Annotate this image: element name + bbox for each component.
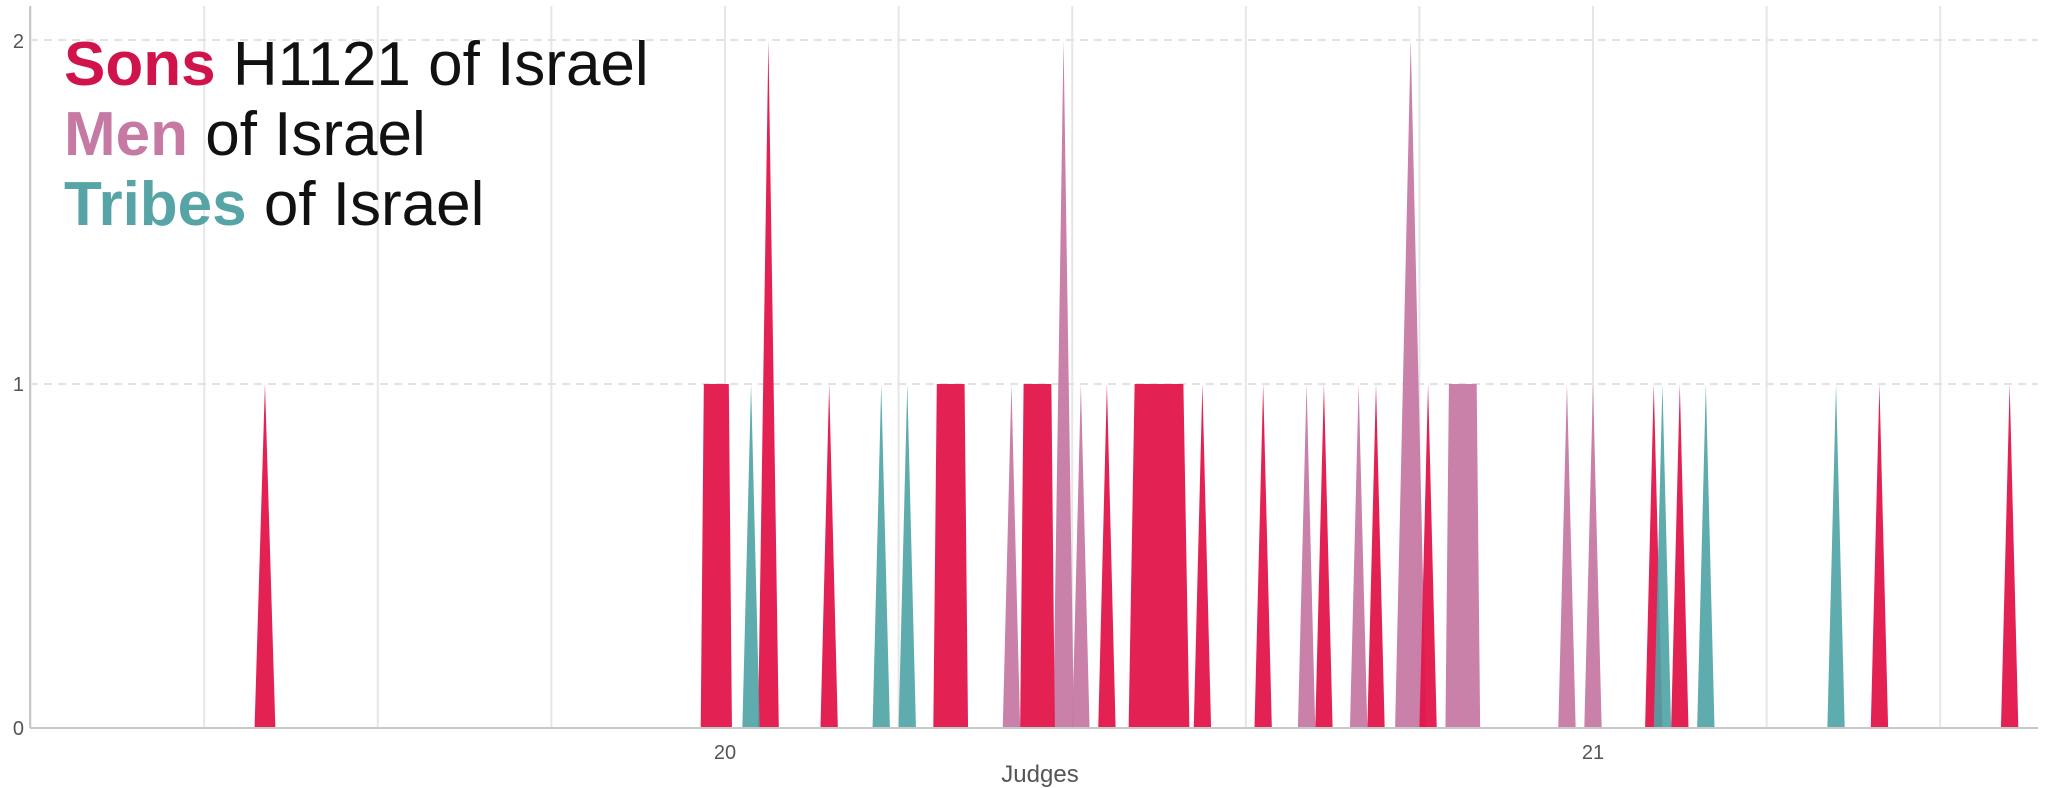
spike-sons-16 [2000, 384, 2019, 728]
spike-tribes-2 [898, 384, 916, 728]
spike-sons-7 [1128, 384, 1190, 728]
legend-text-men: of Israel [188, 100, 426, 169]
series-tribes [742, 384, 1845, 728]
spike-men-6 [1445, 384, 1481, 728]
spike-sons-3 [820, 384, 838, 728]
spike-sons-15 [1870, 384, 1889, 728]
spike-tribes-3 [1653, 384, 1672, 728]
axes: 0 1 2 20 21 Judges [13, 6, 2038, 788]
spike-tribes-4 [1697, 384, 1715, 728]
legend-key-tribes: Tribes [64, 170, 247, 239]
spike-sons-1 [700, 384, 732, 728]
x-tick-label-21: 21 [1582, 742, 1604, 764]
spike-sons-4 [933, 384, 969, 728]
x-axis-title: Judges [1001, 761, 1078, 788]
spike-sons-8 [1193, 384, 1212, 728]
y-tick-label-1: 1 [13, 374, 24, 396]
spike-sons-5 [1020, 384, 1055, 728]
plot-areas [254, 40, 2019, 728]
spike-tribes-5 [1827, 384, 1845, 728]
spike-men-8 [1584, 384, 1602, 728]
spike-men-3 [1297, 384, 1316, 728]
legend: Sons H1121 of Israel Men of Israel Tribe… [64, 30, 649, 240]
legend-item-men: Men of Israel [64, 100, 649, 170]
spike-sons-9 [1254, 384, 1272, 728]
spike-men-0 [1002, 384, 1021, 728]
legend-text-tribes: of Israel [246, 170, 485, 239]
spike-men-7 [1558, 384, 1576, 728]
series-men [1002, 40, 1602, 728]
legend-item-sons: Sons H1121 of Israel [64, 30, 649, 100]
spike-men-5 [1395, 40, 1427, 728]
legend-text-sons: H1121 of Israel [215, 30, 649, 99]
y-tick-label-2: 2 [13, 31, 24, 53]
spike-sons-12 [1419, 384, 1437, 728]
spike-sons-10 [1315, 384, 1333, 728]
legend-key-sons: Sons [64, 30, 216, 99]
spike-sons-2 [757, 40, 779, 728]
spike-tribes-0 [742, 384, 760, 728]
legend-key-men: Men [64, 100, 188, 169]
spike-men-4 [1349, 384, 1368, 728]
spike-sons-11 [1367, 384, 1385, 728]
spike-men-2 [1072, 384, 1090, 728]
spike-tribes-1 [872, 384, 890, 728]
spike-men-1 [1053, 40, 1074, 728]
spike-sons-6 [1098, 384, 1116, 728]
y-tick-label-0: 0 [13, 718, 24, 740]
x-tick-label-20: 20 [714, 742, 736, 764]
spike-sons-14 [1671, 384, 1689, 728]
legend-item-tribes: Tribes of Israel [64, 170, 649, 240]
spike-sons-0 [254, 384, 276, 728]
